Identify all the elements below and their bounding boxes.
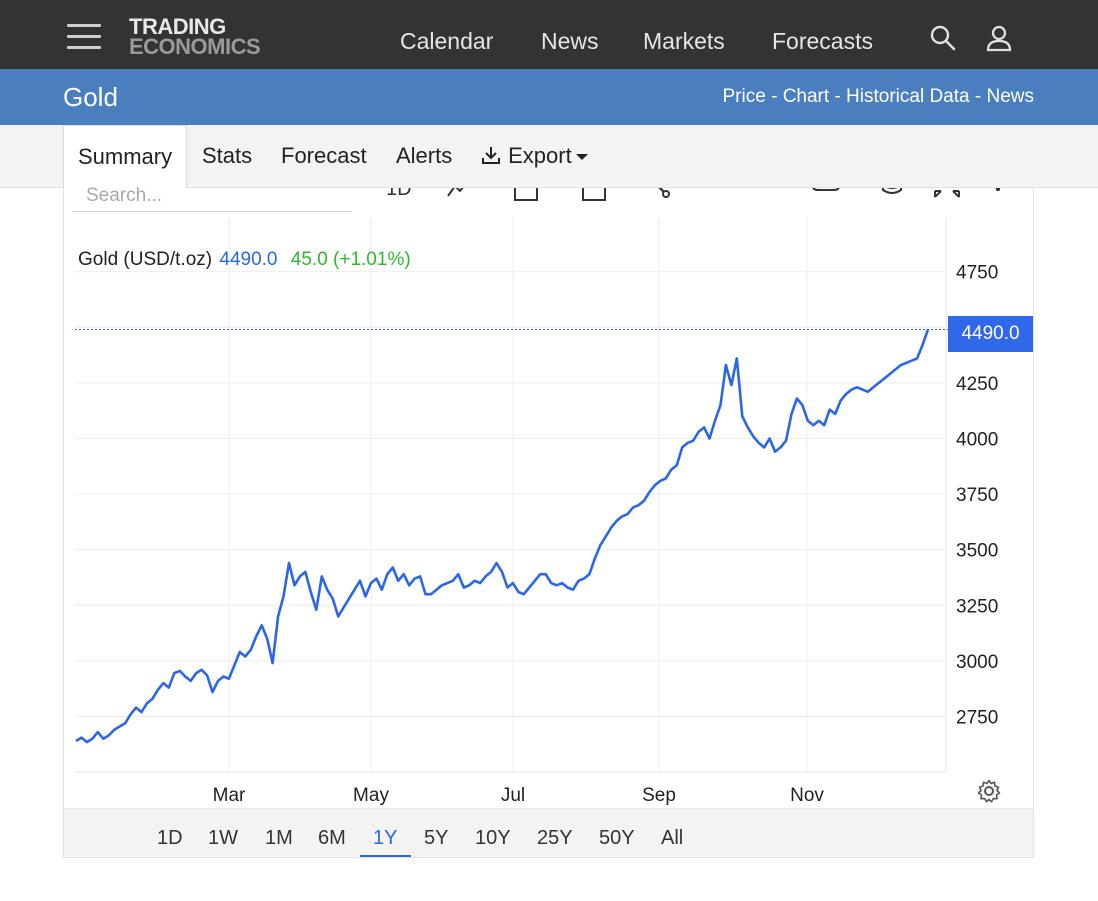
chart-toolbar: 1D: [0, 188, 1098, 218]
link-price[interactable]: Price: [722, 86, 766, 107]
fullscreen-icon[interactable]: [933, 188, 961, 202]
range-all[interactable]: All: [661, 827, 684, 849]
chart-legend: Gold (USD/t.oz) 4490.0 45.0 (+1.01%): [78, 249, 411, 271]
y-tick-label: 3500: [956, 541, 998, 562]
range-6m[interactable]: 6M: [318, 827, 346, 849]
chart-grid: [75, 218, 947, 773]
link-separator: -: [765, 86, 783, 107]
tab-stats[interactable]: Stats: [202, 143, 253, 168]
x-tick-label: Jul: [501, 785, 525, 806]
range-5y[interactable]: 5Y: [424, 827, 449, 849]
subheader-bar: Gold Price - Chart - Historical Data - N…: [0, 69, 1098, 125]
nav-forecasts[interactable]: Forecasts: [772, 28, 873, 54]
y-tick-label: 2750: [956, 708, 998, 729]
link-historical-data[interactable]: Historical Data: [846, 86, 970, 107]
legend-series-name: Gold (USD/t.oz): [78, 249, 213, 270]
add-compare-icon[interactable]: [581, 188, 607, 202]
tab-bar: Summary Stats Forecast Alerts Export: [0, 125, 1098, 189]
link-news[interactable]: News: [986, 86, 1034, 107]
x-axis-labels: Mar May Jul Sep Nov: [213, 785, 825, 806]
range-1d[interactable]: 1D: [157, 827, 183, 849]
y-tick-label: 4000: [956, 430, 998, 451]
legend-change: 45.0 (+1.01%): [290, 249, 411, 270]
indicators-icon[interactable]: [446, 188, 470, 200]
nav-markets[interactable]: Markets: [643, 28, 725, 54]
gold-price-line[interactable]: [75, 329, 930, 744]
y-tick-label: 3000: [956, 652, 998, 673]
range-1m[interactable]: 1M: [265, 827, 293, 849]
y-tick-label: 3750: [956, 485, 998, 506]
site-logo[interactable]: TRADING ECONOMICS: [129, 14, 261, 59]
top-navbar: TRADING ECONOMICS Calendar News Markets …: [0, 0, 1098, 69]
x-tick-label: May: [353, 785, 389, 806]
active-range-indicator: [360, 855, 411, 857]
y-tick-label: 4750: [956, 263, 998, 284]
range-1y[interactable]: 1Y: [373, 827, 398, 849]
chevron-down-icon: [575, 154, 588, 161]
calendar-icon[interactable]: [513, 188, 539, 202]
chart-panel: [63, 188, 1034, 858]
draw-tool-icon[interactable]: [648, 188, 672, 200]
y-tick-label: 4250: [956, 374, 998, 395]
range-10y[interactable]: 10Y: [475, 827, 511, 849]
download-icon: [482, 147, 500, 164]
more-icon[interactable]: [994, 188, 1002, 202]
tab-export-label: Export: [508, 143, 572, 168]
range-selector: 1D 1W 1M 6M 1Y 5Y 10Y 25Y 50Y All: [64, 808, 1033, 857]
x-tick-label: Mar: [213, 785, 246, 806]
y-tick-label: 3250: [956, 596, 998, 617]
link-separator: -: [829, 86, 847, 107]
link-separator: -: [969, 86, 987, 107]
search-icon[interactable]: [929, 24, 957, 52]
last-price-tag: 4490.0: [948, 316, 1033, 352]
range-50y[interactable]: 50Y: [599, 827, 635, 849]
legend-price: 4490.0: [219, 249, 278, 270]
user-icon[interactable]: [985, 24, 1013, 52]
page-title: Gold: [63, 82, 118, 112]
settings-gear-icon[interactable]: [977, 779, 1001, 803]
range-25y[interactable]: 25Y: [537, 827, 573, 849]
x-tick-label: Nov: [790, 785, 824, 806]
range-1w[interactable]: 1W: [208, 827, 238, 849]
tab-forecast[interactable]: Forecast: [281, 143, 367, 168]
y-axis-labels: 2750 3000 3250 3500 3750 4000 4250 4750: [956, 263, 998, 729]
x-tick-label: Sep: [642, 785, 676, 806]
database-icon[interactable]: [880, 188, 904, 200]
hamburger-menu-icon[interactable]: [67, 24, 101, 50]
link-chart[interactable]: Chart: [782, 86, 830, 107]
nav-calendar[interactable]: Calendar: [400, 28, 494, 54]
subheader-links: Price - Chart - Historical Data - News: [723, 86, 1035, 108]
download-icon[interactable]: [810, 188, 842, 200]
nav-news[interactable]: News: [541, 28, 599, 54]
tab-summary[interactable]: Summary: [63, 125, 188, 189]
tab-export[interactable]: Export: [480, 125, 588, 188]
interval-selector[interactable]: 1D: [386, 188, 412, 200]
chart-search-input[interactable]: [72, 180, 352, 212]
logo-line1: TRADING: [129, 14, 226, 39]
logo-line2: ECONOMICS: [129, 34, 261, 59]
tab-alerts[interactable]: Alerts: [396, 143, 453, 168]
